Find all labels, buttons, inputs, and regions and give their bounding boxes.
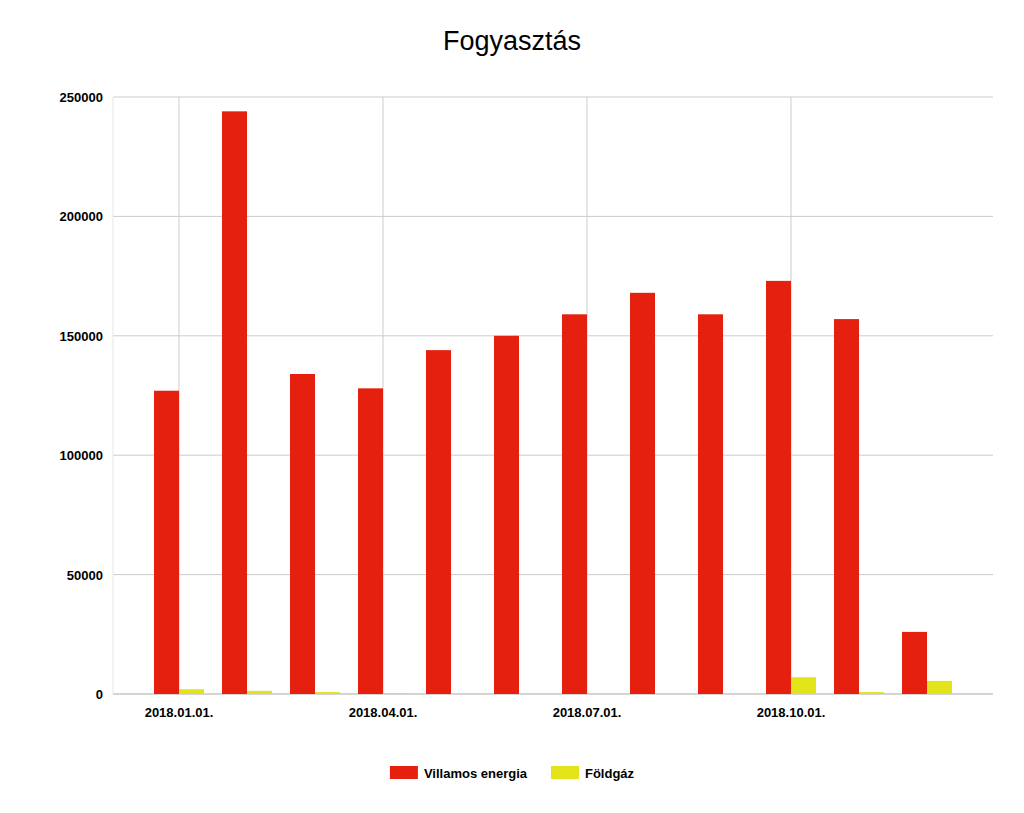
bar <box>154 391 179 694</box>
bar <box>698 314 723 694</box>
y-axis-line <box>113 97 114 694</box>
y-tick-label: 150000 <box>60 329 103 344</box>
bar <box>315 692 340 694</box>
bar <box>222 111 247 694</box>
chart-container: Fogyasztás 0 50000 100000 150000 200000 250000… <box>0 0 1024 813</box>
bar <box>494 336 519 694</box>
bars <box>154 111 952 694</box>
bar <box>519 693 544 694</box>
grid <box>113 97 993 694</box>
y-grid-line <box>113 97 993 98</box>
bar <box>562 314 587 694</box>
bar <box>451 693 476 694</box>
bar <box>630 293 655 694</box>
legend-swatch <box>390 766 418 779</box>
y-tick-label: 200000 <box>60 209 103 224</box>
bar <box>426 350 451 694</box>
y-tick-label: 0 <box>96 687 103 702</box>
legend-label: Villamos energia <box>424 766 528 781</box>
legend-label: Földgáz <box>585 766 635 781</box>
bar <box>902 632 927 694</box>
x-tick-label: 2018.04.01. <box>349 705 418 720</box>
bar <box>358 388 383 694</box>
bar <box>859 692 884 694</box>
bar <box>247 691 272 694</box>
y-tick-label: 50000 <box>67 568 103 583</box>
chart-title: Fogyasztás <box>443 26 581 56</box>
bar <box>834 319 859 694</box>
y-tick-label: 250000 <box>60 90 103 105</box>
bar <box>179 689 204 694</box>
x-tick-label: 2018.10.01. <box>757 705 826 720</box>
bar <box>655 693 680 694</box>
bar <box>766 281 791 694</box>
bar <box>927 681 952 694</box>
legend-swatch <box>551 766 579 779</box>
chart-svg: Fogyasztás 0 50000 100000 150000 200000 250000… <box>0 0 1024 813</box>
y-tick-label: 100000 <box>60 448 103 463</box>
bar <box>290 374 315 694</box>
x-tick-label: 2018.01.01. <box>145 705 214 720</box>
bar <box>383 693 408 694</box>
bar <box>723 693 748 694</box>
bar <box>587 693 612 694</box>
x-tick-label: 2018.07.01. <box>553 705 622 720</box>
legend: Villamos energia Földgáz <box>390 766 635 781</box>
bar <box>791 677 816 694</box>
